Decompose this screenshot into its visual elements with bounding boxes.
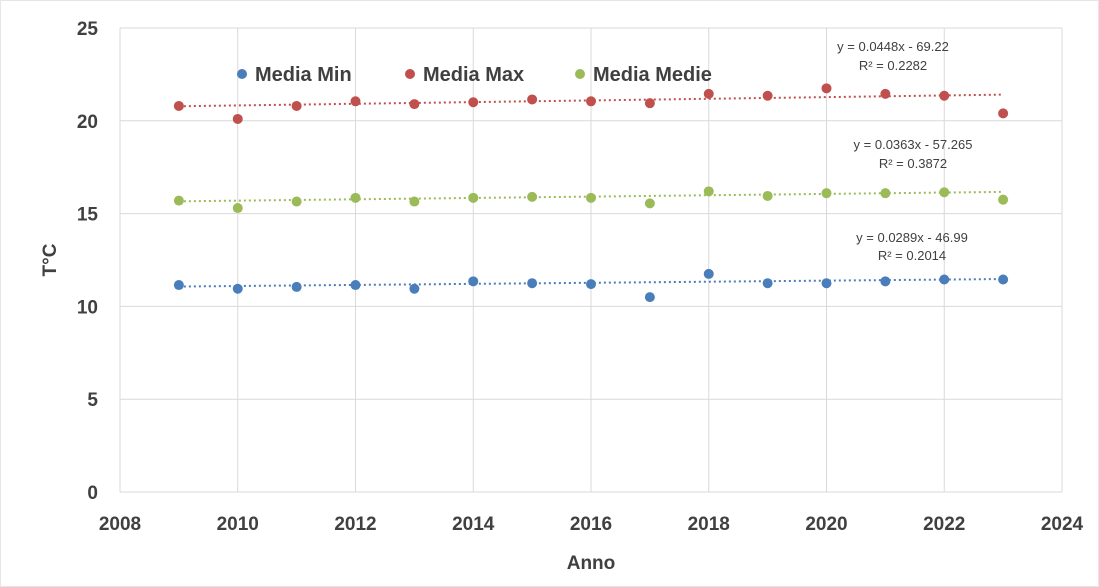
point-media-min (880, 276, 891, 287)
point-media-medie (703, 186, 714, 197)
x-axis-title: Anno (567, 553, 616, 574)
point-media-min (350, 280, 361, 291)
trendline-r2: R² = 0.3872 (879, 156, 947, 171)
point-media-medie (762, 190, 773, 201)
x-tick-label: 2020 (805, 514, 847, 535)
legend-label: Media Max (423, 64, 524, 86)
point-media-max (291, 100, 302, 111)
point-media-max (350, 96, 361, 107)
x-tick-label: 2024 (1041, 514, 1084, 535)
point-media-min (232, 283, 243, 294)
point-media-medie (527, 191, 538, 202)
legend-label: Media Medie (593, 64, 712, 86)
point-media-medie (409, 196, 420, 207)
point-media-max (762, 90, 773, 101)
point-media-min (821, 278, 832, 289)
point-media-medie (939, 187, 950, 198)
x-tick-label: 2016 (570, 514, 612, 535)
y-tick-label: 10 (77, 297, 98, 318)
point-media-min (644, 292, 655, 303)
point-media-min (409, 283, 420, 294)
trendline-media-min (178, 278, 1004, 288)
trendline-equation: y = 0.0448x - 69.22 (837, 39, 949, 54)
point-media-min (468, 276, 479, 287)
point-media-min (527, 278, 538, 289)
x-tick-label: 2010 (217, 514, 259, 535)
trendlines (178, 93, 1004, 288)
point-media-medie (821, 188, 832, 199)
x-tick-label: 2012 (334, 514, 376, 535)
trendline-media-medie (178, 190, 1004, 203)
y-tick-label: 20 (77, 112, 98, 133)
point-media-min (586, 279, 596, 290)
point-media-max (527, 94, 538, 105)
point-media-max (586, 96, 596, 107)
point-media-max (409, 99, 420, 110)
point-media-min (291, 281, 302, 292)
point-media-max (644, 98, 655, 109)
point-media-medie (998, 194, 1009, 205)
point-media-medie (586, 192, 596, 203)
point-media-max (703, 88, 714, 99)
legend-marker (575, 69, 585, 79)
point-media-max (998, 108, 1009, 119)
point-media-min (998, 274, 1009, 285)
point-media-max (468, 97, 479, 108)
point-media-medie (880, 188, 891, 199)
legend-label: Media Min (255, 64, 352, 86)
x-tick-label: 2022 (923, 514, 965, 535)
legend: Media Min Media Max Media Medie (237, 64, 712, 86)
trendline-equation: y = 0.0363x - 57.265 (854, 137, 973, 152)
point-media-min (173, 280, 184, 291)
trendline-equation: y = 0.0289x - 46.99 (856, 230, 968, 245)
point-media-max (173, 100, 184, 111)
trendline-r2: R² = 0.2014 (878, 248, 946, 263)
trendline-r2: R² = 0.2282 (859, 58, 927, 73)
y-tick-label: 5 (87, 390, 98, 411)
point-media-medie (350, 192, 361, 203)
point-media-min (939, 274, 950, 285)
point-media-max (821, 83, 832, 94)
trendline-media-max (178, 93, 1004, 108)
gridlines (119, 27, 1063, 493)
point-media-max (939, 90, 950, 101)
legend-marker (237, 69, 247, 79)
legend-marker (405, 69, 415, 79)
y-tick-label: 15 (77, 205, 99, 226)
x-tick-label: 2008 (99, 514, 141, 535)
x-tick-label: 2014 (452, 514, 495, 535)
point-media-min (703, 268, 714, 279)
data-points (173, 83, 1009, 303)
point-media-min (762, 278, 773, 289)
y-tick-label: 25 (77, 19, 99, 40)
point-media-medie (291, 196, 302, 207)
point-media-medie (232, 203, 243, 214)
point-media-medie (468, 192, 479, 203)
point-media-medie (644, 198, 655, 209)
point-media-medie (173, 195, 184, 206)
y-axis-title: T°C (40, 243, 61, 276)
point-media-max (880, 88, 891, 99)
y-tick-label: 0 (87, 483, 98, 504)
point-media-max (232, 113, 243, 124)
trendline-equations: y = 0.0289x - 46.99 R² = 0.2014 y = 0.0448… (837, 39, 972, 263)
x-tick-label: 2018 (688, 514, 730, 535)
axes: 2008 2010 2012 2014 2016 2018 2020 2022 2024 0 5 10… (77, 19, 1084, 535)
